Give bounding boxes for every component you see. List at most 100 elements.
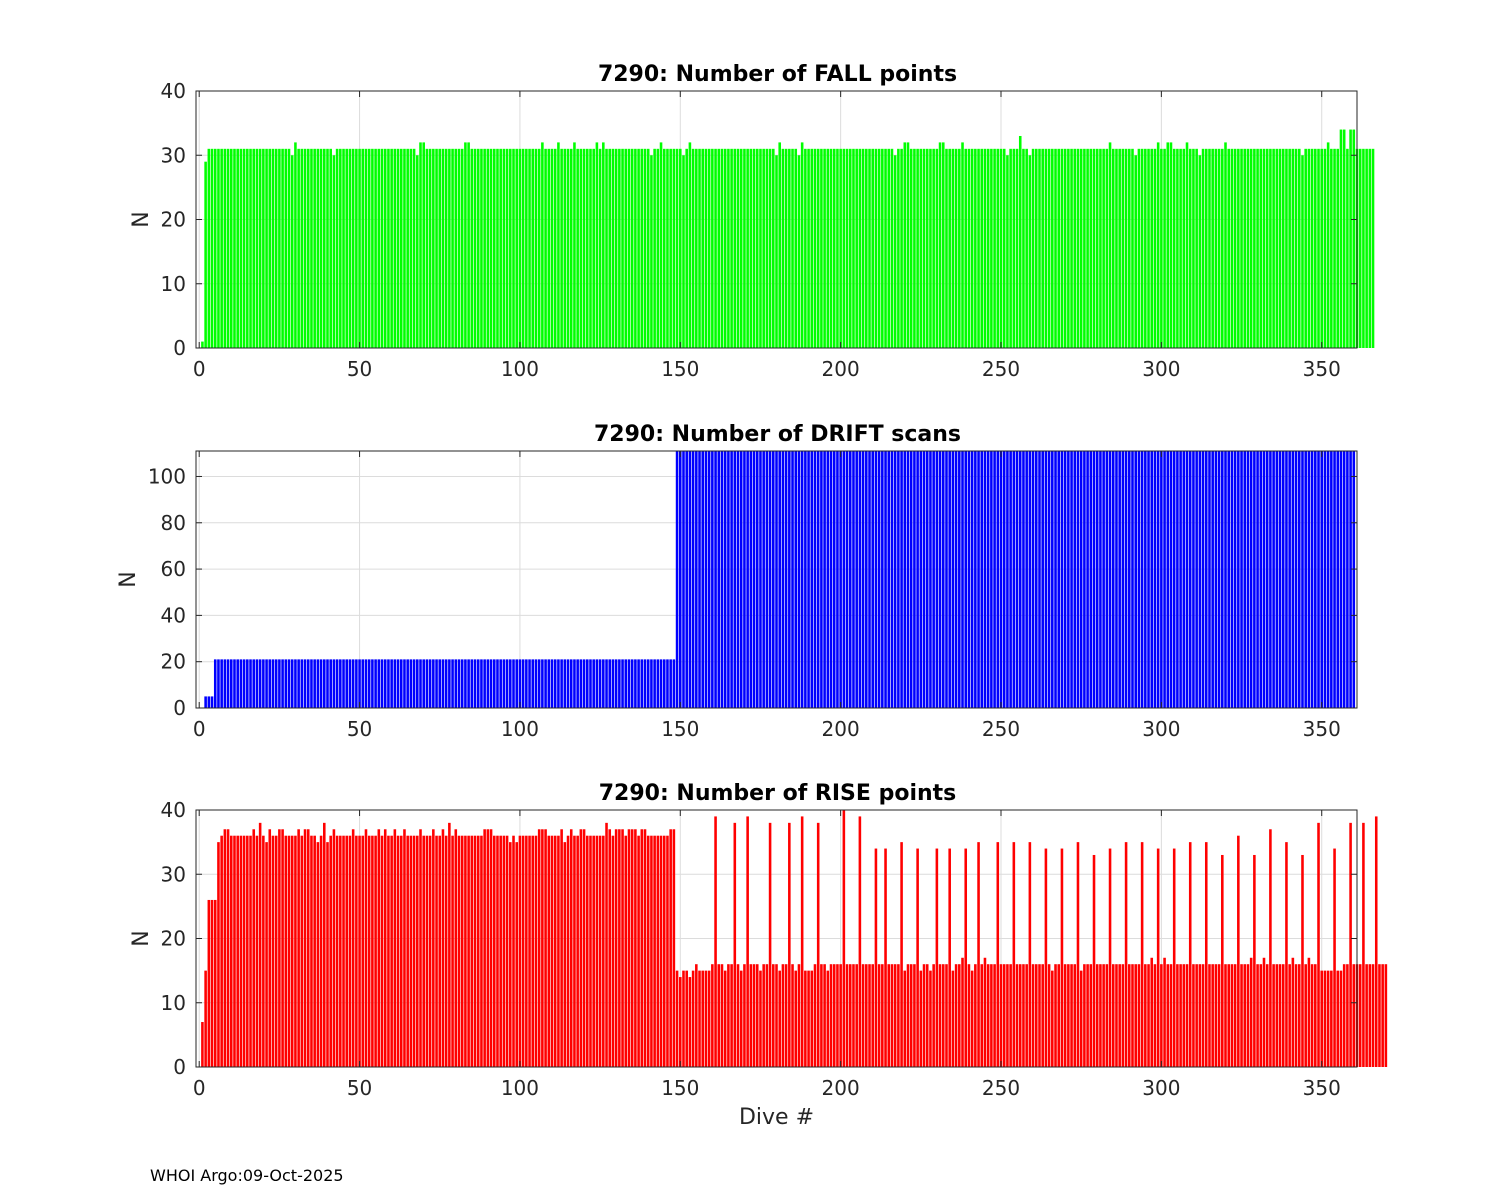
bar [585,148,589,348]
bar [1099,148,1102,348]
bar [1179,148,1182,348]
bar [1092,148,1096,348]
bar [210,696,214,708]
bar [1342,451,1346,708]
bar [1281,148,1285,348]
bar [265,659,268,708]
bar [1076,842,1080,1068]
y-tick-label: 0 [173,1055,186,1079]
bar [531,835,535,1067]
bar [419,829,422,1067]
bar [457,835,461,1067]
bar [608,148,612,348]
bar [1118,148,1121,348]
bar [618,659,621,708]
bar [313,835,316,1067]
bar [1153,148,1157,348]
bar [900,148,903,348]
bar [1243,148,1247,348]
bar [762,451,765,708]
bar [290,659,294,708]
bar [342,148,345,348]
bar [204,161,207,348]
bar [499,148,502,348]
bar [521,659,525,708]
bar [1022,964,1025,1067]
bar [403,659,406,708]
bar [675,451,679,708]
bar [1237,451,1240,708]
bar [685,970,688,1068]
bar [1349,822,1352,1067]
bar [682,970,685,1068]
bar [364,659,368,708]
bar [271,659,275,708]
bar [265,148,268,348]
bar [319,148,323,348]
bar [1378,964,1381,1067]
bar [1028,842,1032,1068]
bar [1182,451,1186,708]
bar [374,835,377,1067]
bar [813,451,817,708]
bar [230,835,233,1067]
chart-title: 7290: Number of FALL points [598,62,957,87]
bar [1006,155,1009,348]
bar [435,148,438,348]
bar [1160,964,1163,1067]
bar [448,659,451,708]
bar [217,659,220,708]
x-tick-label: 50 [347,357,372,381]
bar [1044,148,1048,348]
bar [496,148,499,348]
bar [380,148,384,348]
bar [791,964,794,1067]
bar [1018,964,1022,1067]
bar [1358,148,1362,348]
bar [1214,964,1218,1067]
bar [316,148,320,348]
bar [720,148,724,348]
bar [1253,148,1256,348]
bar [537,829,541,1067]
bar [377,659,381,708]
bar [521,835,525,1067]
bar [983,451,987,708]
bar [515,659,519,708]
bar [428,835,432,1067]
bar [637,148,640,348]
bar [1095,148,1099,348]
bar [499,835,502,1067]
bar [1211,148,1214,348]
bar [550,659,554,708]
bar [1144,148,1147,348]
bar [592,835,595,1067]
bar [970,451,974,708]
bar [1285,451,1288,708]
bar [881,148,884,348]
bar [1163,451,1166,708]
bar [778,970,781,1068]
bar [367,659,371,708]
bar [438,659,442,708]
bar [563,842,567,1068]
bar [1070,148,1073,348]
bar [1240,148,1243,348]
bar [1012,842,1016,1068]
bar [1057,964,1061,1067]
bar [560,829,563,1067]
bar [1371,964,1375,1067]
bar [1294,148,1298,348]
bar [441,659,445,708]
bar [1323,451,1327,708]
bar [913,964,916,1067]
bar [393,148,397,348]
bar [1307,451,1311,708]
bar [637,835,640,1067]
bar [887,964,891,1067]
bar [797,155,801,348]
bar [425,659,429,708]
bar [967,451,971,708]
bar [730,964,733,1067]
bar [1185,964,1189,1067]
